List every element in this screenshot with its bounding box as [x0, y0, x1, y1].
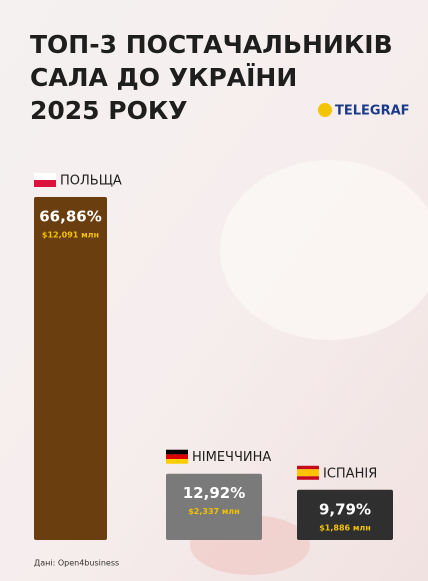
title-line: 2025 РОКУ: [30, 96, 188, 125]
flag-stripe: [297, 465, 319, 470]
flag-stripe: [297, 476, 319, 480]
flag-stripe: [166, 459, 188, 464]
bar: [34, 197, 107, 540]
category-label: ІСПАНІЯ: [323, 466, 377, 481]
value-label: 9,79%: [319, 500, 371, 518]
brand: TELEGRAF: [335, 104, 410, 119]
category-label: НІМЕЧЧИНА: [192, 450, 271, 465]
amount-label: $12,091 млн: [42, 231, 99, 240]
amount-label: $1,886 млн: [319, 523, 371, 532]
title-line: САЛА ДО УКРАЇНИ: [30, 62, 297, 92]
category-label: ПОЛЬЩА: [60, 174, 122, 189]
bar: [297, 489, 393, 540]
amount-label: $2,337 млн: [188, 507, 240, 516]
value-label: 66,86%: [39, 208, 101, 226]
flag-stripe: [166, 449, 188, 455]
source: Дані: Open4business: [34, 559, 119, 568]
flag-stripe: [34, 173, 56, 180]
flag-stripe: [34, 180, 56, 187]
value-label: 12,92%: [183, 484, 245, 502]
flag-stripe: [166, 454, 188, 460]
logo-icon: [318, 103, 332, 117]
bar: [166, 473, 262, 540]
flag-stripe: [297, 469, 319, 477]
title-line: ТОП-3 ПОСТАЧАЛЬНИКІВ: [30, 30, 393, 59]
photo-fat: [220, 160, 428, 340]
